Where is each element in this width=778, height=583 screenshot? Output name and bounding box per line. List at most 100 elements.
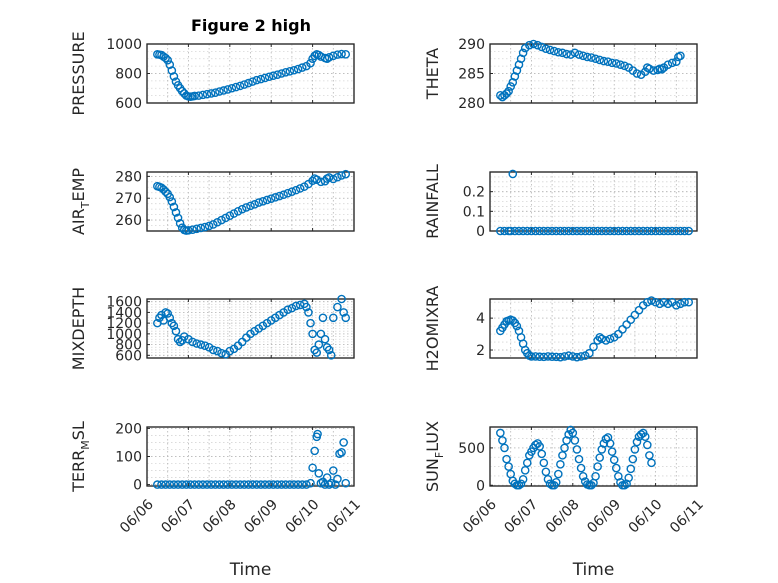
data-point [227,83,237,93]
y-tick-label: 1600 [106,295,142,311]
data-point [572,352,582,362]
data-point [328,174,338,184]
data-point [173,213,183,223]
data-point [655,226,665,236]
data-point [266,194,276,203]
data-point [535,226,544,236]
data-point [562,49,571,59]
data-point [244,480,253,489]
data-point [283,305,293,315]
data-point [529,39,538,49]
data-point [574,454,584,464]
data-point [204,221,214,231]
data-point [306,318,315,328]
data-point [547,226,557,236]
data-point [291,185,301,195]
data-point [585,226,594,236]
data-point [591,54,600,64]
y-tick-label: 280 [458,96,485,112]
data-point [256,74,266,84]
data-point [564,226,573,236]
data-point [597,226,607,236]
data-point [306,478,315,488]
x-axis-label: Time [229,560,272,580]
data-point [281,68,290,77]
data-point [231,82,241,92]
data-point [582,52,592,62]
data-point [306,58,315,68]
data-point [163,309,172,318]
data-point [163,55,172,65]
data-point [508,169,518,179]
y-tick-label: 100 [115,450,142,466]
subplot-1: 600 800 1000 PRESSURE [69,31,355,116]
data-point [500,226,509,236]
data-point [539,226,549,236]
data-point [302,480,311,489]
data-point [605,334,615,344]
y-tick-label: 500 [458,441,485,457]
data-point [221,213,230,223]
data-point [337,447,346,457]
data-point [254,198,264,207]
data-point [227,480,237,489]
data-point [229,209,239,218]
data-point [659,226,669,236]
data-point [161,480,170,489]
data-point [287,303,297,313]
data-point [527,226,536,236]
subplot-2: 280 285 290 THETA [423,37,698,112]
data-point [153,480,162,489]
data-point [580,351,590,360]
data-point [167,197,177,206]
data-point [667,58,677,68]
data-point [291,301,301,311]
data-point [331,480,340,489]
data-point [324,480,334,489]
data-point [285,480,295,489]
data-point [624,473,633,483]
subplot-3: 260 270 280 AIRTEMP [69,168,355,235]
data-point [587,480,596,490]
data-point [620,480,629,490]
data-point [217,215,226,225]
data-point [568,352,578,361]
data-point [626,464,636,474]
data-point [578,471,588,481]
data-point [202,89,212,99]
data-point [672,301,681,310]
data-point [539,352,549,362]
data-point [630,445,640,454]
data-point [310,51,319,61]
data-point [190,480,199,489]
data-point [297,480,307,489]
data-point [640,432,650,442]
y-tick-label: 1000 [106,37,142,53]
axes-border [489,298,698,359]
data-point [541,44,551,54]
data-point [225,211,235,221]
data-point [634,226,644,236]
data-point [551,477,561,487]
data-point [190,91,199,101]
data-point [556,460,565,469]
data-point [208,345,218,355]
data-point [554,469,563,479]
data-point [333,302,342,312]
data-point [169,321,179,331]
data-point [618,324,627,334]
data-point [312,348,322,357]
data-point [636,430,646,439]
y-tick-label: 0.1 [463,204,485,220]
data-point [518,226,528,236]
y-axis-label: TERRMSL [69,421,92,493]
data-point [522,458,532,468]
data-point [551,226,561,236]
data-point [520,466,530,475]
data-point [597,334,607,344]
data-point [206,480,216,489]
data-point [510,226,520,236]
data-point [684,297,694,307]
data-point [235,480,245,489]
data-point [196,340,206,349]
